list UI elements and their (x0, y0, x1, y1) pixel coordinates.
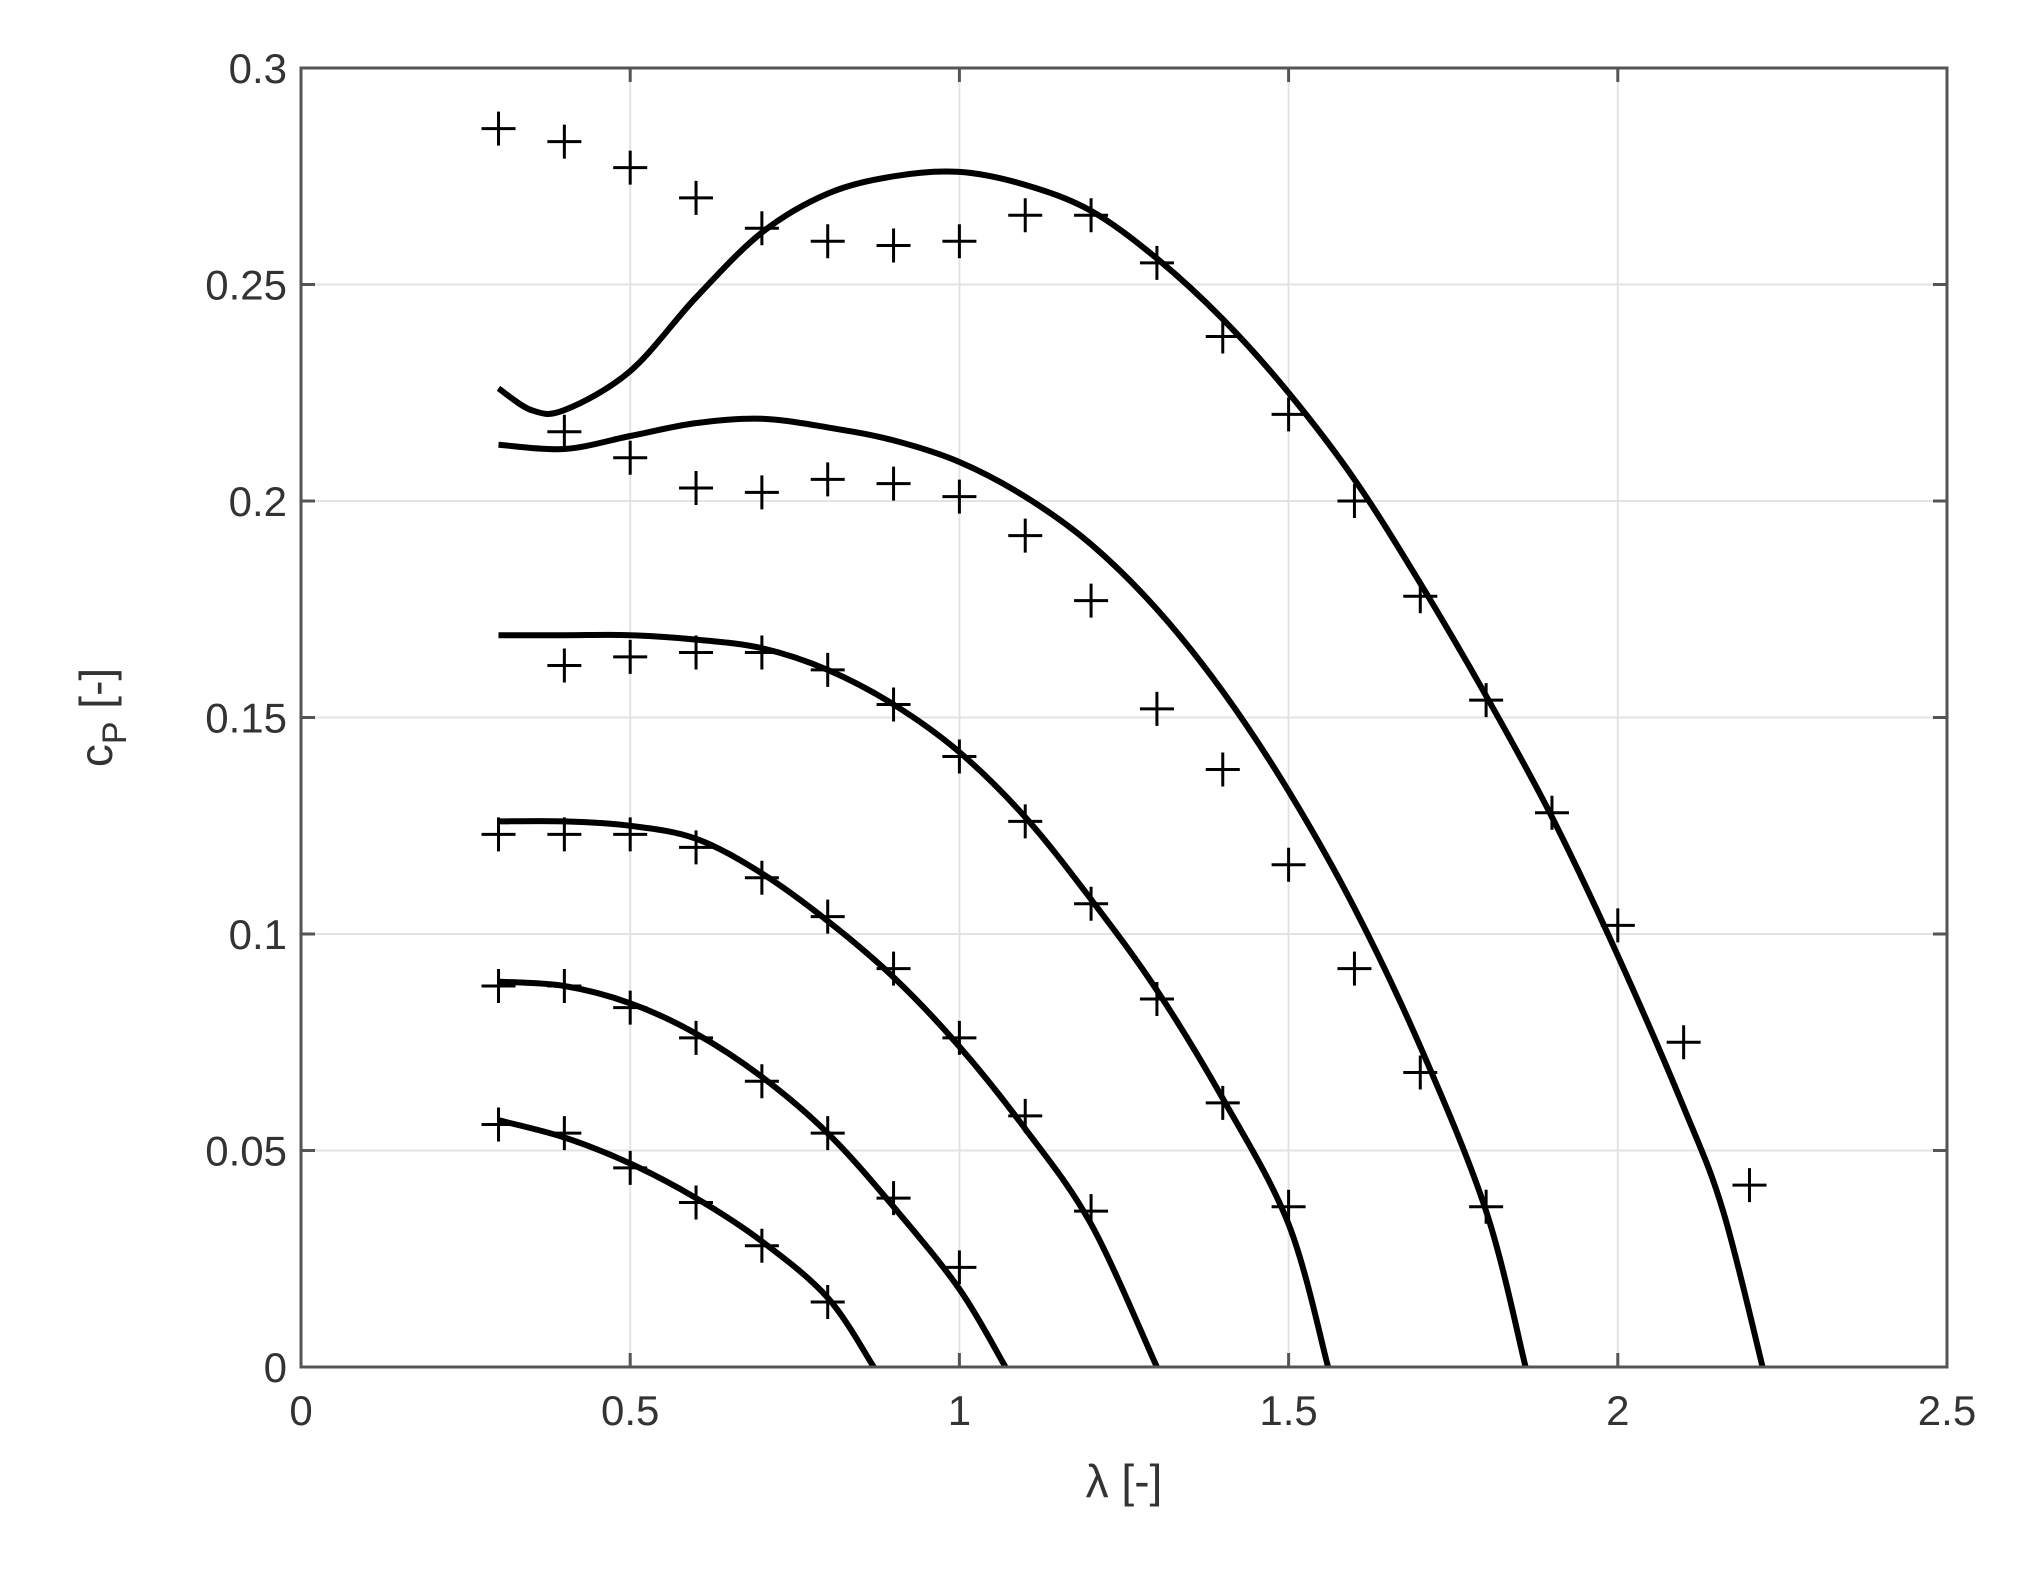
measurement-marker (942, 479, 977, 514)
measurement-marker (942, 1250, 977, 1285)
x-tick-label: 1 (948, 1387, 971, 1434)
measurement-marker (1008, 1098, 1043, 1133)
measurement-marker (679, 1020, 714, 1055)
measurement-marker (876, 228, 911, 263)
measurement-marker (1337, 484, 1372, 518)
measurement-marker (744, 860, 779, 895)
measurement-marker (547, 414, 582, 449)
measurement-marker (547, 1116, 582, 1151)
measurement-marker (481, 817, 516, 852)
y-tick-label: 0.2 (229, 478, 287, 525)
y-tick-label: 0.25 (205, 262, 287, 309)
measurement-marker (1337, 951, 1372, 986)
measurement-marker (679, 471, 714, 506)
y-axis-label: cP [-] (70, 668, 134, 767)
measurement-marker (810, 224, 845, 259)
measurement-marker (1205, 752, 1240, 787)
measurement-marker (1469, 1189, 1504, 1224)
x-tick-label: 2.5 (1918, 1387, 1976, 1434)
measurement-marker (876, 687, 911, 722)
series-layer (481, 111, 1767, 1369)
measurement-marker (1074, 1194, 1109, 1229)
measurement-marker (613, 990, 648, 1025)
measurement-marker (810, 652, 845, 687)
measurement-marker (679, 830, 714, 865)
measurement-marker (942, 1020, 977, 1055)
measurement-marker (1403, 1055, 1438, 1090)
measurement-marker (744, 1064, 779, 1099)
model-curve-2 (498, 978, 1009, 1369)
measurement-marker (876, 466, 911, 501)
y-tick-label: 0.1 (229, 911, 287, 958)
measurement-marker (942, 739, 977, 774)
measurement-marker (613, 1150, 648, 1185)
measurement-marker (1732, 1168, 1767, 1203)
measurement-marker (876, 1181, 911, 1216)
measurement-marker (1074, 886, 1109, 921)
x-axis-label: λ [-] (1086, 1455, 1163, 1507)
measurement-marker (547, 648, 582, 683)
measurement-marker (1205, 319, 1240, 354)
measurement-marker (547, 124, 582, 159)
measurement-marker (1271, 397, 1306, 432)
model-curve-6 (496, 168, 1766, 1368)
measurement-marker (613, 440, 648, 475)
x-tick-label: 1.5 (1259, 1387, 1317, 1434)
measurement-marker (1008, 198, 1043, 233)
measurement-marker (810, 462, 845, 497)
measurement-marker (547, 817, 582, 852)
measurement-marker (1271, 847, 1306, 882)
measurement-marker (744, 1228, 779, 1263)
model-curve-5 (498, 415, 1529, 1368)
y-axis-label-suffix: [-] (70, 668, 122, 722)
measurement-marker (1139, 245, 1174, 280)
measurement-marker (613, 817, 648, 852)
measurement-marker (481, 1107, 516, 1142)
measurement-marker (1205, 1085, 1240, 1120)
measurement-marker (481, 968, 516, 1003)
measurement-marker (1008, 518, 1043, 553)
axis-ticks: 0 0.5 1 1.5 2 2.5 0 0.05 0.1 0.15 0.2 0.25 0.3 (205, 45, 1976, 1434)
y-tick-label: 0 (264, 1344, 287, 1391)
measurement-marker (810, 1116, 845, 1151)
x-tick-label: 0 (289, 1387, 312, 1434)
y-tick-label: 0.3 (229, 45, 287, 92)
y-tick-label: 0.15 (205, 695, 287, 742)
measurement-marker (613, 639, 648, 674)
model-curve-1 (497, 1117, 877, 1369)
measurement-marker (1008, 804, 1043, 839)
measurement-marker (1074, 583, 1109, 618)
measurement-marker (1271, 1189, 1306, 1224)
measurement-marker (1600, 908, 1635, 943)
measurement-marker (876, 951, 911, 986)
y-tick-label: 0.05 (205, 1128, 287, 1175)
measurement-marker (481, 111, 516, 146)
measurement-marker (679, 1185, 714, 1220)
measurement-marker (1139, 981, 1174, 1016)
measurement-marker (1666, 1025, 1701, 1060)
y-axis-label-subscript: P (96, 721, 134, 744)
measurement-marker (744, 635, 779, 670)
x-tick-label: 2 (1606, 1387, 1629, 1434)
measurement-marker (1074, 198, 1109, 233)
grid (301, 68, 1947, 1367)
measurement-marker (679, 180, 714, 215)
measurement-marker (679, 635, 714, 670)
measurement-marker (744, 475, 779, 510)
measurement-marker (744, 211, 779, 246)
measurement-marker (1139, 691, 1174, 726)
measurement-marker (1534, 795, 1569, 830)
model-curve-3 (498, 818, 1160, 1369)
measurement-marker (810, 899, 845, 934)
measurement-marker (1403, 579, 1438, 614)
measurement-marker (810, 1285, 845, 1320)
measurement-marker (1469, 683, 1504, 718)
measurement-marker (613, 150, 648, 185)
measurement-marker (942, 224, 977, 259)
measurement-marker (547, 968, 582, 1003)
x-tick-label: 0.5 (601, 1387, 659, 1434)
y-axis-label-main: c (70, 744, 122, 767)
